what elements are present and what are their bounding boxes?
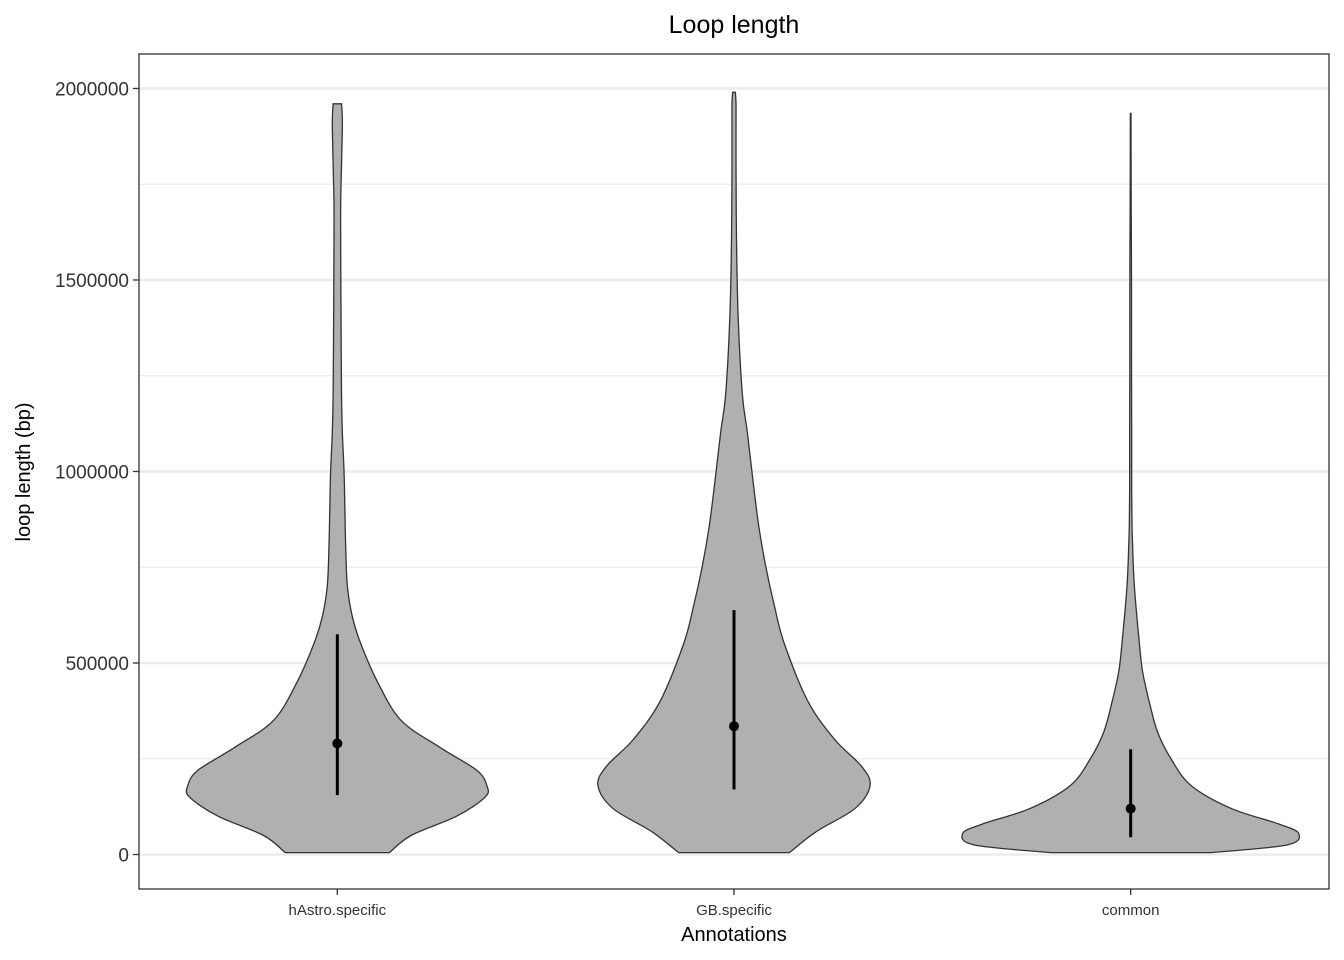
y-tick-label: 0 bbox=[118, 846, 129, 867]
x-axis-title: Annotations bbox=[681, 924, 787, 946]
violin-GB.specific bbox=[597, 91, 871, 854]
y-tick-label: 1000000 bbox=[55, 463, 129, 484]
x-axis: hAstro.specific GB.specific common bbox=[289, 889, 1160, 919]
median-point-hAstro.specific bbox=[332, 738, 343, 749]
x-tick-label: GB.specific bbox=[696, 902, 772, 919]
chart-title: Loop length bbox=[669, 11, 800, 39]
y-tick-label: 1500000 bbox=[55, 271, 129, 292]
violins bbox=[185, 91, 1301, 854]
violin-common bbox=[961, 112, 1301, 854]
x-tick-label: hAstro.specific bbox=[289, 902, 387, 919]
y-tick-label: 500000 bbox=[66, 654, 129, 675]
y-axis: 0 500000 1000000 1500000 2000000 bbox=[55, 79, 139, 867]
y-axis-title: loop length (bp) bbox=[13, 403, 35, 542]
median-point-common bbox=[1125, 803, 1136, 814]
y-tick-label: 2000000 bbox=[55, 79, 129, 100]
violin-hAstro.specific bbox=[185, 103, 490, 854]
x-tick-label: common bbox=[1102, 902, 1160, 919]
median-point-GB.specific bbox=[729, 721, 739, 732]
